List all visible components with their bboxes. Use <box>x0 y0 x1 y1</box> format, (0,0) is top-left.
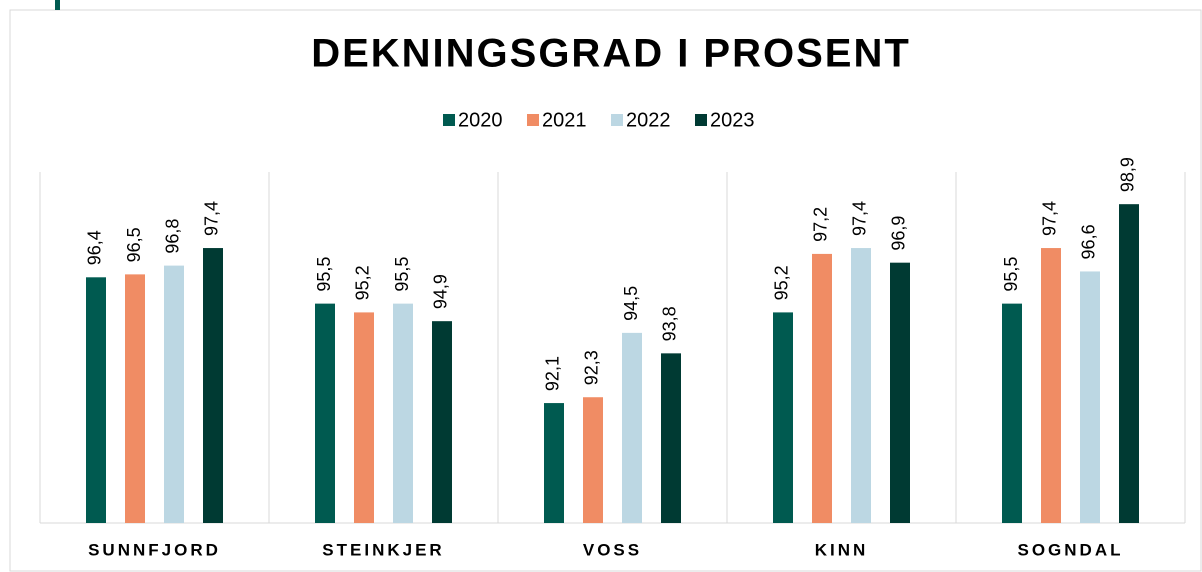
legend-label: 2022 <box>626 109 671 131</box>
value-label: 96,5 <box>124 227 144 262</box>
value-label: 97,4 <box>850 201 870 236</box>
value-label: 92,1 <box>543 356 563 391</box>
bar <box>773 312 793 523</box>
value-label: 95,5 <box>314 257 334 292</box>
corner-mark <box>55 0 60 10</box>
bar <box>661 353 681 523</box>
x-tick-label: VOSS <box>583 540 642 559</box>
value-label: 95,2 <box>353 265 373 300</box>
bar <box>1080 271 1100 523</box>
bar <box>315 303 335 523</box>
value-label: 93,8 <box>660 306 680 341</box>
bar <box>393 303 413 523</box>
bar <box>622 332 642 523</box>
value-label: 95,2 <box>772 265 792 300</box>
bar <box>812 253 832 523</box>
value-label: 95,5 <box>392 257 412 292</box>
x-tick-label: KINN <box>815 540 869 559</box>
legend-label: 2020 <box>458 109 503 131</box>
bar <box>354 312 374 523</box>
value-label: 96,8 <box>163 219 183 254</box>
value-label: 94,5 <box>621 286 641 321</box>
bar <box>1002 303 1022 523</box>
x-tick-label: SOGNDAL <box>1018 540 1124 559</box>
bar <box>203 248 223 524</box>
bar <box>86 277 106 523</box>
value-label: 94,9 <box>431 274 451 309</box>
value-label: 97,2 <box>811 207 831 242</box>
x-tick-label: STEINKJER <box>322 540 444 559</box>
bar <box>125 274 145 523</box>
x-tick-label: SUNNFJORD <box>88 540 221 559</box>
bar <box>1119 204 1139 524</box>
value-label: 97,4 <box>202 201 222 236</box>
value-label: 96,4 <box>85 230 105 265</box>
value-label: 96,9 <box>889 216 909 251</box>
value-label: 98,9 <box>1118 157 1138 192</box>
bar <box>851 248 871 524</box>
bar <box>432 321 452 523</box>
bar <box>890 262 910 523</box>
value-label: 92,3 <box>582 350 602 385</box>
legend-swatch <box>527 114 539 126</box>
legend-swatch <box>611 114 623 126</box>
legend-swatch <box>443 114 455 126</box>
chart-title: DEKNINGSGRAD I PROSENT <box>311 32 911 76</box>
value-label: 95,5 <box>1001 257 1021 292</box>
value-label: 96,6 <box>1079 224 1099 259</box>
bar <box>1041 248 1061 524</box>
value-label: 97,4 <box>1040 201 1060 236</box>
legend-swatch <box>695 114 707 126</box>
legend-label: 2023 <box>710 109 755 131</box>
bar <box>544 403 564 523</box>
frame <box>9 9 1202 572</box>
bar <box>164 265 184 523</box>
legend-label: 2021 <box>542 109 587 131</box>
bar <box>583 397 603 523</box>
